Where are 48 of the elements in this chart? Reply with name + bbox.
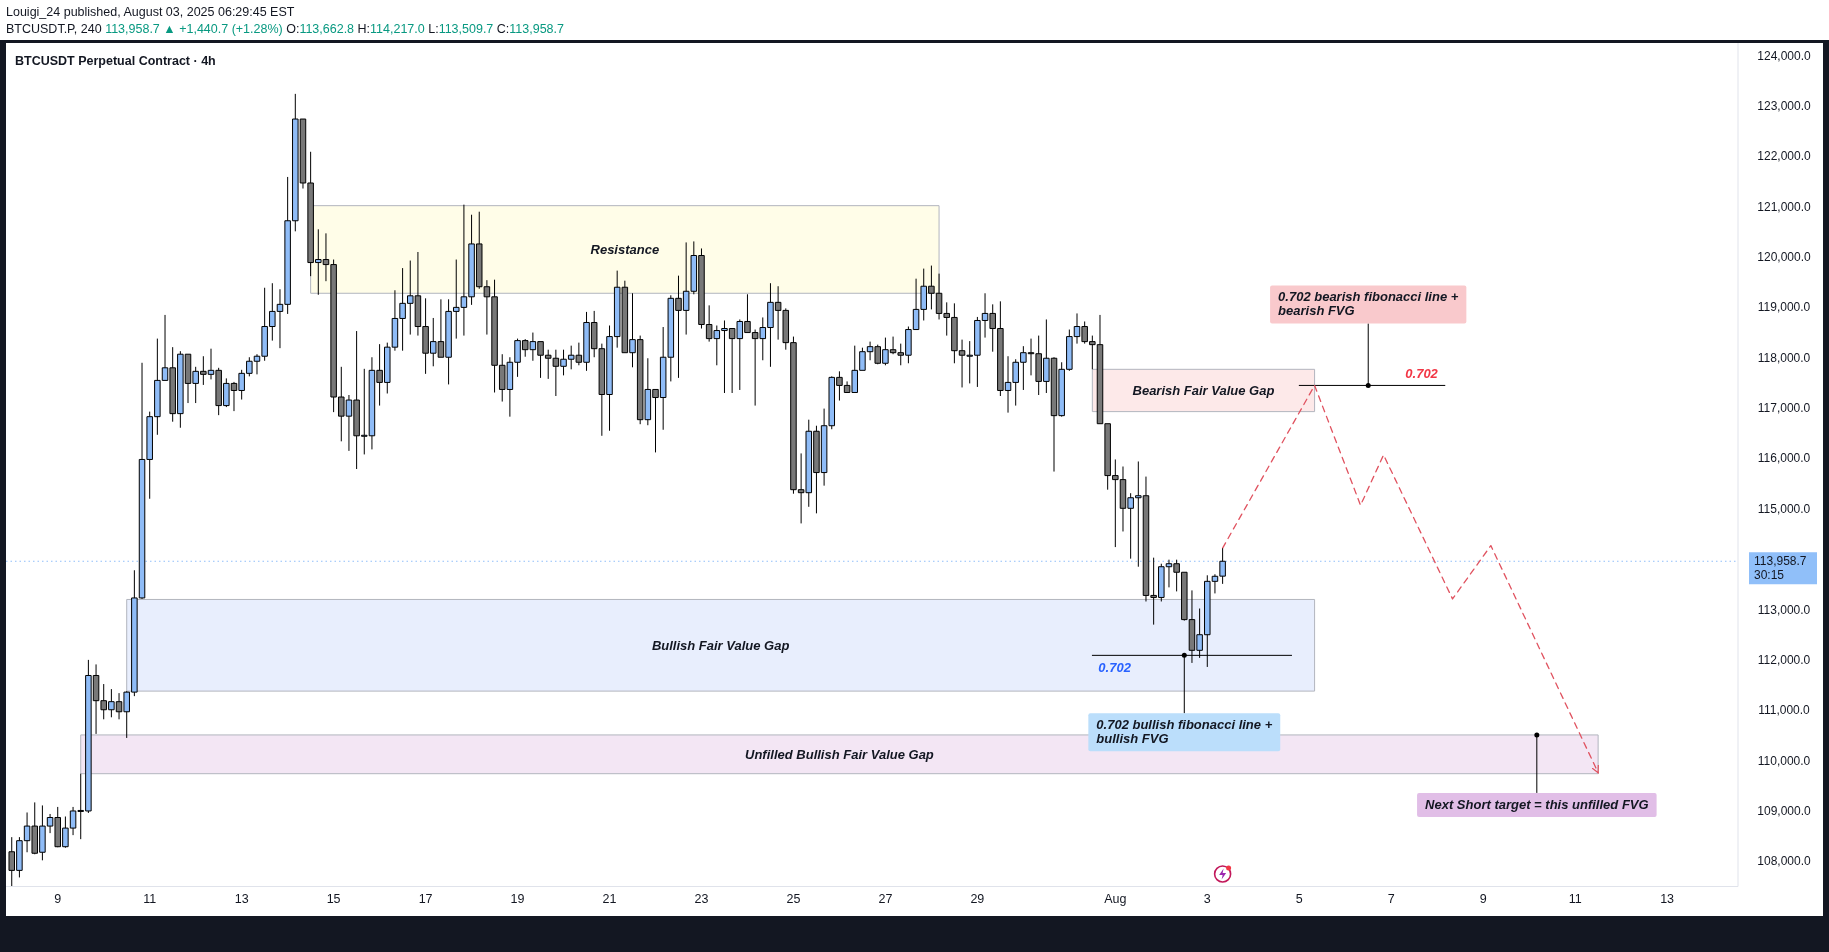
x-tick-label: 25 (786, 892, 801, 906)
y-tick-label: 116,000.0 (1757, 451, 1811, 466)
y-tick-label: 122,000.0 (1757, 149, 1812, 164)
text: 30:15 (1754, 568, 1785, 583)
x-tick-label: 17 (418, 892, 433, 906)
y-tick-label: 112,000.0 (1757, 652, 1811, 667)
ref-line-label: 113,958.7 (1754, 554, 1807, 569)
y-tick-label: 115,000.0 (1757, 501, 1811, 516)
series-label: 0.702 (1405, 366, 1439, 382)
y-tick-label: 110,000.0 (1757, 753, 1811, 768)
x-tick-label: 21 (602, 892, 617, 906)
x-tick-label: Aug (1104, 892, 1127, 906)
x-tick-label: 9 (1479, 892, 1487, 906)
text: Unfilled Bullish Fair Value Gap (745, 746, 934, 762)
x-tick-label: 13 (1660, 892, 1675, 906)
x-tick-label: 15 (326, 892, 341, 906)
text: BTCUSDT.P, 240 113,958.7 ▲ +1,440.7 (+1.28%) O:113,662.8 H:114,217.0 L:113,509.7 C:113,958.7 (6, 22, 564, 36)
y-tick-label: 121,000.0 (1757, 199, 1812, 214)
text: Bullish Fair Value Gap (651, 637, 790, 653)
x-tick-label: 11 (143, 892, 157, 906)
x-tick-label: 9 (54, 892, 62, 906)
x-tick-label: 7 (1387, 892, 1395, 906)
y-tick-label: 118,000.0 (1757, 350, 1811, 365)
y-tick-label: 119,000.0 (1757, 300, 1811, 315)
x-tick-label: 13 (234, 892, 249, 906)
x-tick-label: 3 (1203, 892, 1211, 906)
y-tick-label: 113,000.0 (1757, 602, 1811, 617)
x-tick-label: 27 (878, 892, 893, 906)
x-tick-label: 23 (694, 892, 709, 906)
annotation: 0.702 bullish fibonacci line + bullish FVG (1096, 717, 1273, 747)
text: Resistance (590, 241, 660, 257)
y-tick-label: 124,000.0 (1757, 48, 1812, 63)
x-tick-label: 19 (510, 892, 525, 906)
x-tick-label: 29 (970, 892, 985, 906)
annotation: Next Short target = this unfilled FVG (1425, 796, 1649, 812)
y-tick-label: 108,000.0 (1757, 854, 1812, 869)
text: Bearish Fair Value Gap (1132, 382, 1275, 398)
annotation: 0.702 bearish fibonacci line + bearish FVG (1278, 289, 1459, 319)
x-tick-label: 5 (1295, 892, 1303, 906)
text: BTCUSDT Perpetual Contract · 4h (15, 54, 216, 68)
y-tick-label: 123,000.0 (1757, 98, 1812, 113)
y-tick-label: 111,000.0 (1758, 703, 1811, 718)
x-tick-label: 11 (1568, 892, 1582, 906)
y-tick-label: 109,000.0 (1757, 803, 1812, 818)
chart-subtitle: Louigi_24 published, August 03, 2025 06:29:45 EST (6, 5, 295, 19)
series-label: 0.702 (1098, 660, 1132, 676)
y-tick-label: 120,000.0 (1757, 250, 1812, 265)
y-tick-label: 117,000.0 (1757, 401, 1811, 416)
